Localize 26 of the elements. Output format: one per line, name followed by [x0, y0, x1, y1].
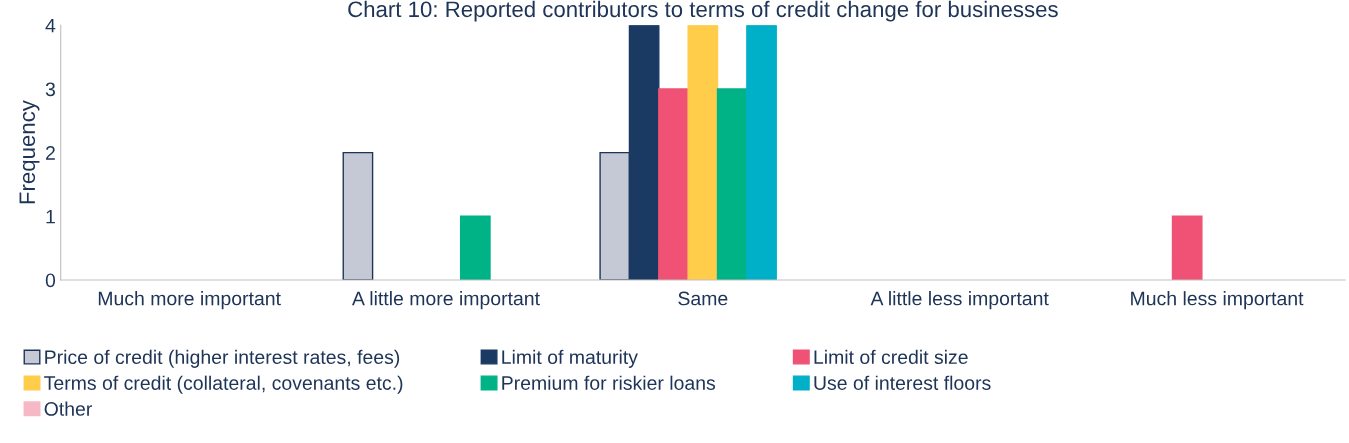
x-tick-label: Same [678, 291, 728, 306]
legend-label: Price of credit (higher interest rates, fees) [45, 349, 400, 368]
y-tick-label: 3 [45, 82, 55, 97]
y-tick-label: 0 [45, 273, 56, 288]
x-tick-label: A little less important [870, 291, 1049, 310]
x-tick-label: Much more important [98, 291, 281, 310]
bar [746, 25, 777, 280]
legend-label: Use of interest floors [814, 375, 991, 390]
chart-title: Chart 10: Reported contributors to terms of credit change for businesses [348, 0, 1058, 22]
y-tick-label: 4 [45, 18, 56, 33]
y-tick-label: 2 [46, 146, 55, 160]
legend-label: Limit of maturity [502, 349, 638, 368]
legend-label: Premium for riskier loans [502, 375, 716, 390]
x-tick-label: Much less important [1131, 291, 1304, 310]
bar [687, 25, 719, 280]
bar [342, 151, 374, 280]
x-tick-label: A little more important [352, 291, 540, 310]
bar [1171, 215, 1203, 280]
bar [658, 88, 689, 280]
legend-label: Terms of credit (collateral, covenants etc.) [44, 375, 403, 394]
y-tick-label: 1 [46, 209, 55, 224]
y-axis-title: Frequency [19, 100, 40, 204]
legend-label: Limit of credit size [814, 349, 968, 365]
bar [459, 215, 491, 280]
bar [716, 88, 748, 280]
legend-label: Other [44, 401, 92, 416]
